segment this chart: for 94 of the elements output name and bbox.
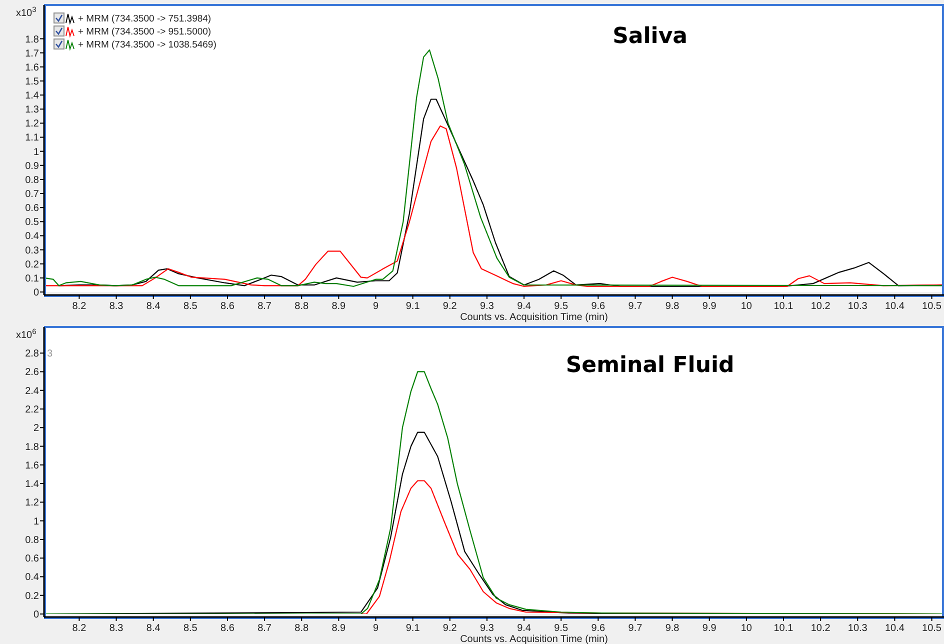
y-tick-label: 1.5 [25,76,40,88]
x-tick-label: 9.8 [665,301,680,312]
x-tick-label: 10.4 [884,301,905,312]
y-tick-label: 1 [33,146,40,158]
x-tick-label: 9.1 [406,301,420,312]
y-tick-label: 0.2 [25,590,40,602]
x-tick-label: 10.2 [810,301,831,312]
x-tick-label: 10.3 [848,623,868,634]
y-tick-label: 0.9 [25,160,40,172]
y-tick-label: 0.8 [25,534,40,546]
x-tick-label: 8.3 [109,301,124,312]
line-series [44,125,944,287]
x-tick-label: 10.5 [922,623,942,634]
x-tick-label: 8.7 [258,623,272,634]
legend-label: + MRM (734.3500 -> 1038.5469) [78,40,216,50]
x-tick-label: 9.5 [554,623,568,634]
y-axis-title: x10$^{3}$ [16,4,36,19]
x-tick-label: 9.9 [702,301,717,312]
y-tick-label: 1.4 [25,479,40,490]
y-tick-label: 1.7 [25,48,40,60]
y-tick-label: 0.3 [25,245,40,256]
x-tick-label: 10.4 [884,623,905,634]
x-tick-label: 10.1 [774,301,794,312]
x-tick-label: 9.5 [554,301,568,312]
y-tick-label: 0.6 [25,203,40,214]
x-tick-label: 10 [740,301,752,312]
y-tick-label: 2.8 [25,348,40,360]
y-tick-label: 0.6 [25,554,40,565]
y-tick-label: 2 [33,423,40,434]
x-tick-label: 9.1 [406,623,420,634]
x-tick-label: 10.1 [774,623,794,634]
x-tick-label: 10.5 [922,301,942,312]
x-tick-label: 8.4 [146,623,161,634]
x-tick-label: 8.4 [146,301,161,312]
x-tick-label: 9.6 [591,301,606,312]
y-tick-label: 1.6 [25,460,40,472]
x-tick-label: 10.3 [848,301,868,312]
x-tick-label: 9.9 [702,623,717,634]
y-tick-label: 1.2 [25,498,40,509]
y-tick-label: 1.1 [25,132,40,144]
x-tick-label: 8.6 [220,301,235,312]
y-tick-label: 2.4 [25,386,40,397]
x-tick-label: 8.8 [294,301,310,312]
y-tick-label: 1.4 [25,90,40,102]
x-tick-label: 9.7 [628,623,643,634]
x-tick-label: 10 [740,623,752,634]
x-axis-title: Counts vs. Acquisition Time (min) [460,634,608,644]
x-tick-label: 9.3 [480,301,494,312]
x-tick-label: 8.8 [294,623,310,634]
x-tick-label: 9 [372,623,379,634]
y-tick-label: 1.2 [25,118,40,130]
y-tick-label: 1.8 [25,34,40,46]
y-tick-label: 2.2 [25,404,40,416]
annotation: 3 [47,348,53,360]
x-tick-label: 8.3 [109,623,124,634]
x-tick-label: 9 [372,301,379,312]
x-tick-label: 9.3 [480,623,494,634]
x-tick-label: 9.4 [517,301,532,312]
x-tick-label: 8.2 [72,301,87,312]
x-tick-label: 9.2 [442,623,458,634]
y-tick-label: 1.8 [25,442,40,453]
x-tick-label: 8.5 [183,623,198,634]
legend-label: + MRM (734.3500 -> 751.3984) [78,14,212,24]
x-tick-label: 9.7 [628,301,643,312]
y-tick-label: 0 [33,610,40,620]
x-tick-label: 8.2 [72,623,87,634]
y-tick-label: 0.1 [25,273,40,284]
y-tick-label: 0 [33,288,40,298]
y-axis-title: x10$^{6}$ [16,326,36,341]
y-tick-label: 1.3 [25,104,40,116]
y-tick-label: 2.6 [25,367,40,378]
y-tick-label: 0.4 [25,572,40,584]
x-tick-label: 10.2 [810,623,831,634]
x-tick-label: 8.5 [183,301,198,312]
x-tick-label: 9.6 [591,623,606,634]
x-tick-label: 8.6 [220,623,235,634]
y-tick-label: 0.5 [25,217,40,228]
x-tick-label: 8.9 [332,623,346,634]
line-series [44,49,944,287]
x-tick-label: 9.8 [665,623,680,634]
legend-label: + MRM (734.3500 -> 951.5000) [78,26,212,38]
y-tick-label: 0.8 [25,174,40,186]
y-tick-label: 0.4 [25,231,40,242]
x-axis-title: Counts vs. Acquisition Time (min) [460,312,608,323]
text: Seminal Fluid [566,353,734,378]
x-tick-label: 9.2 [442,301,458,312]
x-tick-label: 8.7 [258,301,272,312]
y-tick-label: 0.7 [25,189,40,200]
y-tick-label: 0.2 [25,259,40,270]
text: Saliva [612,24,688,49]
y-tick-label: 1.6 [25,62,40,74]
x-tick-label: 9.4 [517,623,532,634]
x-tick-label: 8.9 [332,301,346,312]
y-tick-label: 1 [33,516,40,528]
